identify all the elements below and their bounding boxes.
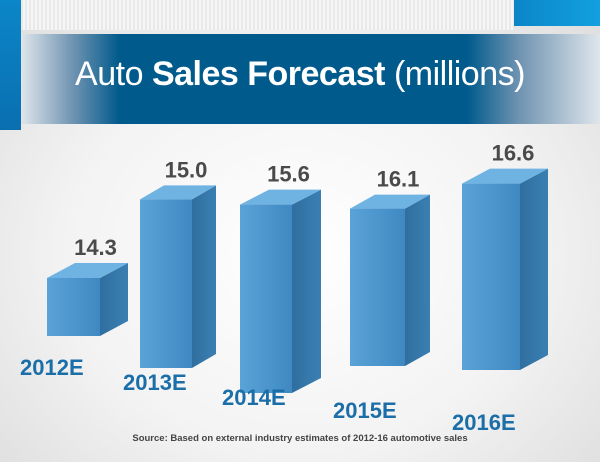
bar-top-2016E — [462, 168, 548, 184]
bar-top-2015E — [350, 194, 430, 209]
bar-side-2014E — [292, 189, 321, 393]
category-label-2014E: 2014E — [222, 385, 286, 410]
value-label-2014E: 15.6 — [267, 162, 310, 187]
value-label-2015E: 16.1 — [377, 167, 420, 192]
category-label-2013E: 2013E — [123, 370, 187, 395]
title-prefix: Auto — [75, 55, 143, 93]
bar-top-2013E — [140, 185, 216, 200]
bar-side-2013E — [192, 185, 216, 368]
value-label-2012E: 14.3 — [74, 235, 117, 260]
bar-side-2016E — [520, 168, 548, 370]
corner-accent-right — [514, 0, 600, 26]
bar-top-2012E — [47, 263, 128, 278]
chart-title: Auto Sales Forecast (millions) — [0, 55, 600, 94]
top-stripe — [21, 0, 514, 30]
bar-2013E — [140, 199, 192, 368]
corner-accent-left — [0, 0, 21, 130]
bar-side-2012E — [100, 263, 128, 336]
category-label-2016E: 2016E — [452, 410, 516, 435]
bar-2015E — [350, 208, 405, 366]
title-suffix: (millions) — [393, 55, 526, 93]
value-label-2016E: 16.6 — [492, 141, 535, 166]
bar-2014E — [240, 204, 292, 393]
category-label-2015E: 2015E — [333, 398, 397, 423]
bar-2016E — [462, 183, 520, 370]
bar-2012E — [47, 278, 100, 336]
source-note: Source: Based on external industry estim… — [132, 433, 468, 444]
category-label-2012E: 2012E — [20, 355, 84, 380]
value-label-2013E: 15.0 — [165, 157, 208, 182]
bar-side-2015E — [405, 194, 430, 366]
bar-top-2014E — [240, 189, 321, 205]
title-bold: Sales Forecast — [151, 55, 386, 93]
title-band — [21, 34, 600, 124]
